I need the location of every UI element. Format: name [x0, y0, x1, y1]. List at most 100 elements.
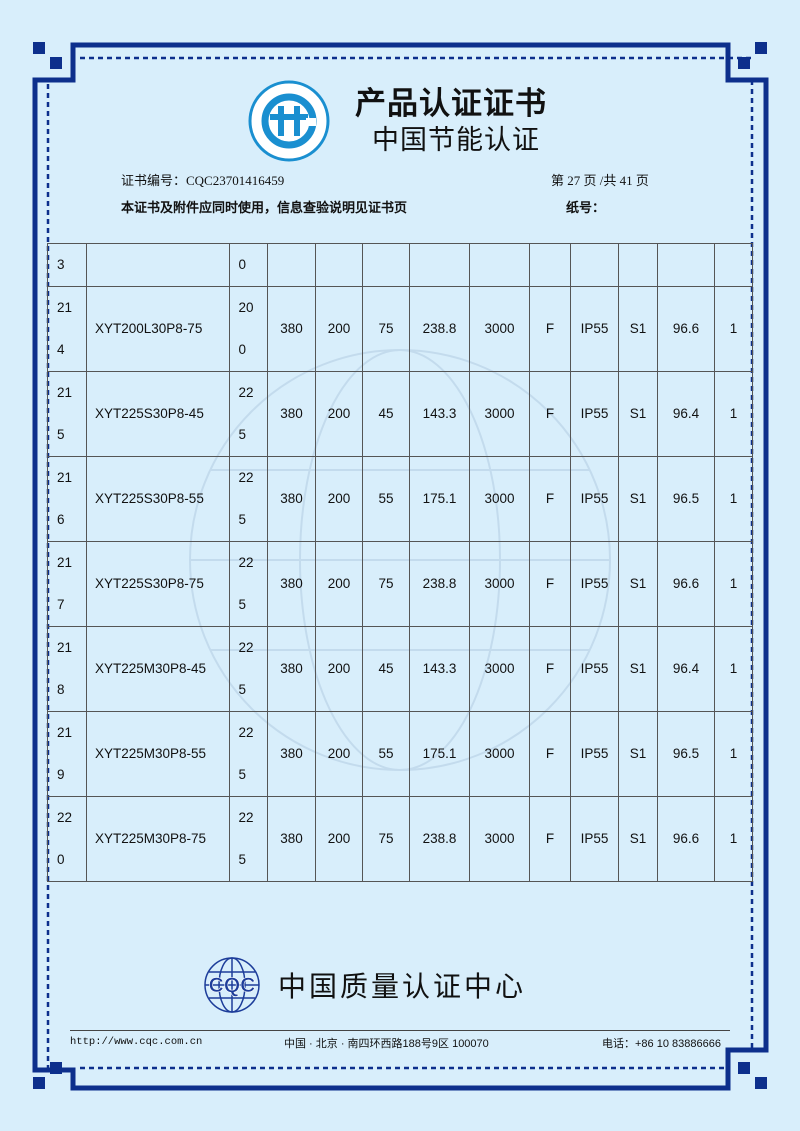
address: 中国 · 北京 · 南四环西路188号9区 100070: [284, 1038, 489, 1050]
model-cell: XYT225M30P8-55: [86, 711, 230, 797]
table-cell: 96.4: [657, 371, 715, 457]
table-cell: 200: [315, 456, 363, 542]
website-link[interactable]: http://www.cqc.com.cn: [70, 1036, 203, 1048]
table-cell: [657, 243, 715, 287]
table-cell: [618, 243, 658, 287]
model-cell: XYT225S30P8-55: [86, 456, 230, 542]
table-cell: F: [529, 541, 571, 627]
table-cell: 225: [229, 796, 268, 882]
paper-number: 纸号：: [566, 200, 606, 215]
table-cell: 380: [267, 286, 316, 372]
table-cell: 96.5: [657, 456, 715, 542]
table-cell: F: [529, 371, 571, 457]
row-number-cell: 3: [47, 243, 87, 287]
table-cell: 55: [362, 711, 410, 797]
footer-divider: [70, 1030, 730, 1031]
table-cell: IP55: [570, 371, 619, 457]
table-cell: [315, 243, 363, 287]
table-cell: S1: [618, 626, 658, 712]
row-number-cell: 215: [47, 371, 87, 457]
table-cell: 380: [267, 456, 316, 542]
table-cell: [362, 243, 410, 287]
table-cell: 45: [362, 371, 410, 457]
usage-notice: 本证书及附件应同时使用，信息查验说明见证书页: [121, 200, 408, 215]
table-cell: 225: [229, 626, 268, 712]
table-cell: S1: [618, 711, 658, 797]
table-cell: 1: [714, 626, 753, 712]
table-row: 215 XYT225S30P8-45 225 380 200 45 143.3 3000 F IP…: [47, 371, 753, 457]
table-cell: 200: [315, 541, 363, 627]
table-cell: 1: [714, 541, 753, 627]
table-cell: 200: [315, 371, 363, 457]
table-cell: 96.6: [657, 796, 715, 882]
table-cell: 143.3: [409, 626, 470, 712]
table-cell: [714, 243, 753, 287]
phone: 电话：+86 10 83886666: [602, 1038, 721, 1050]
table-cell: 200: [315, 626, 363, 712]
table-cell: 200: [315, 711, 363, 797]
table-cell: S1: [618, 371, 658, 457]
table-cell: 0: [229, 243, 268, 287]
table-cell: 225: [229, 541, 268, 627]
table-cell: IP55: [570, 711, 619, 797]
table-cell: S1: [618, 541, 658, 627]
table-cell: [529, 243, 571, 287]
row-number-cell: 214: [47, 286, 87, 372]
table-cell: 75: [362, 796, 410, 882]
table-row: 219 XYT225M30P8-55 225 380 200 55 175.1 3000 F IP…: [47, 711, 753, 797]
table-cell: F: [529, 456, 571, 542]
row-number-cell: 216: [47, 456, 87, 542]
table-cell: F: [529, 711, 571, 797]
table-cell: IP55: [570, 541, 619, 627]
certificate-subtitle: 中国节能认证: [372, 125, 540, 155]
certificate-number: 证书编号：CQC23701416459: [121, 173, 285, 188]
energy-conservation-logo: [248, 80, 330, 162]
table-cell: 175.1: [409, 711, 470, 797]
row-number-cell: 219: [47, 711, 87, 797]
table-row: 216 XYT225S30P8-55 225 380 200 55 175.1 3000 F IP…: [47, 456, 753, 542]
model-cell: XYT225M30P8-75: [86, 796, 230, 882]
table-cell: 3000: [469, 371, 530, 457]
page-info: 第 27 页 /共 41 页: [551, 173, 649, 188]
table-cell: 200: [229, 286, 268, 372]
table-cell: F: [529, 626, 571, 712]
table-cell: F: [529, 796, 571, 882]
table-cell: S1: [618, 796, 658, 882]
product-table: 3 0 214 XYT200L30P8-75 200 380 200 75 238.8 3000 F…: [47, 243, 753, 882]
table-cell: 3000: [469, 626, 530, 712]
table-cell: 238.8: [409, 796, 470, 882]
table-cell: 380: [267, 711, 316, 797]
table-cell: 55: [362, 456, 410, 542]
certificate-title: 产品认证证书: [355, 86, 547, 121]
table-cell: [570, 243, 619, 287]
table-cell: 380: [267, 796, 316, 882]
table-cell: 45: [362, 626, 410, 712]
row-number-cell: 220: [47, 796, 87, 882]
table-cell: F: [529, 286, 571, 372]
table-cell: [469, 243, 530, 287]
table-cell: 1: [714, 371, 753, 457]
table-cell: IP55: [570, 796, 619, 882]
table-cell: 175.1: [409, 456, 470, 542]
table-cell: IP55: [570, 626, 619, 712]
table-cell: 3000: [469, 711, 530, 797]
model-cell: [86, 243, 230, 287]
table-cell: 3000: [469, 456, 530, 542]
table-cell: 200: [315, 796, 363, 882]
cqc-org-name: 中国质量认证中心: [278, 971, 527, 1002]
table-cell: 96.6: [657, 541, 715, 627]
model-cell: XYT200L30P8-75: [86, 286, 230, 372]
table-cell: IP55: [570, 286, 619, 372]
table-cell: 1: [714, 711, 753, 797]
table-cell: 380: [267, 371, 316, 457]
table-cell: 96.6: [657, 286, 715, 372]
table-cell: 75: [362, 286, 410, 372]
table-cell: [267, 243, 316, 287]
table-cell: 380: [267, 626, 316, 712]
table-cell: S1: [618, 456, 658, 542]
table-cell: 225: [229, 456, 268, 542]
table-cell: 75: [362, 541, 410, 627]
table-cell: 1: [714, 456, 753, 542]
table-cell: S1: [618, 286, 658, 372]
